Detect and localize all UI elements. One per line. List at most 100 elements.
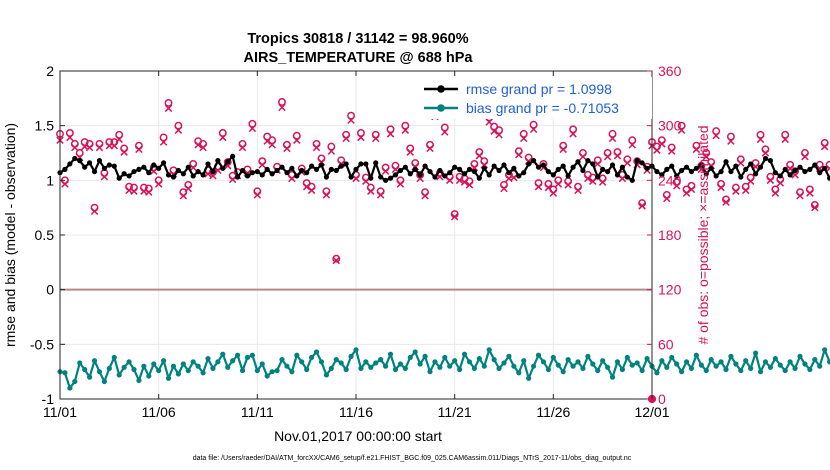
obs-assimilated-point (253, 191, 262, 199)
obs-possible-point (164, 98, 173, 107)
obs-possible-point (80, 138, 89, 147)
bias-point (496, 365, 502, 371)
obs-assimilated-point (584, 174, 592, 183)
obs-assimilated-point (520, 134, 528, 143)
bias-point (679, 369, 685, 375)
rmse-point (540, 162, 547, 168)
bias-point (491, 357, 497, 363)
obs-assimilated-point (381, 167, 390, 175)
rmse-point (318, 162, 325, 168)
rmse-point (733, 163, 739, 169)
rmse-point (777, 173, 783, 179)
legend-bias-label: bias grand pr = -0.71053 (466, 100, 619, 116)
y-left-tick-label: 1.5 (35, 118, 55, 134)
y-left-tick-label: 0 (46, 282, 54, 298)
obs-assimilated-point (450, 213, 459, 221)
rmse-point (792, 167, 798, 174)
obs-assimilated-point (485, 118, 493, 126)
rmse-point (496, 167, 502, 174)
bias-point (313, 349, 320, 355)
x-tick-label: 11/21 (438, 404, 472, 420)
rmse-point (466, 166, 473, 172)
obs-possible-point (356, 129, 365, 137)
obs-assimilated-point (100, 172, 109, 181)
bias-point (461, 351, 468, 357)
bias-point (432, 359, 438, 365)
obs-possible-point (628, 136, 637, 145)
rmse-point (392, 172, 399, 178)
bias-point (511, 363, 517, 369)
bias-point (387, 351, 394, 357)
obs-assimilated-point (426, 144, 434, 153)
rmse-point (679, 167, 685, 174)
rmse-point (274, 167, 280, 174)
y-right-tick-label: 60 (658, 336, 674, 352)
rmse-point (397, 167, 403, 174)
obs-assimilated-point (386, 130, 395, 138)
obs-assimilated-point (682, 189, 691, 197)
obs-assimilated-point (658, 140, 666, 148)
rmse-point (156, 165, 162, 171)
bias-point (353, 347, 359, 353)
rmse-point (693, 165, 700, 171)
x-tick-label: 11/06 (142, 404, 176, 420)
obs-possible-point (726, 132, 735, 141)
bias-point (506, 353, 512, 359)
obs-assimilated-point (490, 127, 498, 135)
obs-possible-point (327, 142, 336, 151)
obs-assimilated-point (327, 147, 336, 155)
bias-point (619, 366, 626, 373)
bias-point (614, 359, 621, 365)
rmse-point (338, 163, 344, 169)
bias-point (412, 349, 418, 355)
obs-assimilated-point (692, 145, 701, 154)
rmse-point (363, 161, 369, 167)
bias-point (368, 364, 374, 370)
bias-point (358, 365, 364, 371)
bias-point (481, 363, 487, 369)
bias-point (264, 373, 270, 379)
obs-assimilated-point (628, 141, 636, 149)
obs-assimilated-point (110, 141, 118, 150)
bias-point (87, 374, 93, 380)
y-left-tick-label: -0.5 (30, 336, 54, 352)
bias-point (220, 351, 226, 357)
rmse-point (249, 170, 255, 176)
rmse-point (294, 173, 300, 179)
bias-point (165, 375, 172, 381)
bias-point (669, 354, 675, 361)
bias-point (531, 363, 537, 369)
rmse-point (817, 170, 823, 176)
bias-point (170, 363, 177, 369)
obs-assimilated-point (653, 146, 661, 154)
y-right-axis-ticks: 0 60 120 180 240 300 360 (647, 63, 682, 407)
rmse-point (757, 164, 764, 170)
obs-assimilated-point (199, 143, 207, 152)
rmse-point (111, 163, 117, 169)
bias-point (244, 354, 251, 361)
y-left-axis-ticks: -1 -0.5 0 0.5 1 1.5 2 (30, 63, 65, 407)
rmse-point (383, 177, 389, 183)
rmse-point (688, 168, 695, 175)
bias-point (698, 362, 704, 368)
obs-assimilated-point (761, 149, 770, 157)
bias-point (748, 365, 754, 371)
rmse-point (343, 161, 349, 167)
rmse-point (698, 162, 704, 168)
obs-assimilated-point (460, 178, 469, 186)
obs-assimilated-point (589, 177, 597, 185)
obs-possible-point (65, 129, 74, 137)
bias-point (664, 364, 670, 370)
rmse-point (284, 170, 290, 176)
obs-assimilated-point (786, 164, 794, 173)
obs-assimilated-point (579, 152, 587, 161)
chart-title-line1: Tropics 30818 / 31142 = 98.960% (247, 31, 468, 47)
rmse-point (87, 160, 93, 166)
obs-assimilated-point (801, 152, 809, 161)
rmse-point (437, 167, 443, 174)
obs-assimilated-point (717, 183, 725, 192)
rmse-point (313, 166, 320, 172)
bias-point (249, 352, 255, 358)
obs-assimilated-point (61, 180, 69, 188)
obs-assimilated-point (189, 163, 197, 172)
